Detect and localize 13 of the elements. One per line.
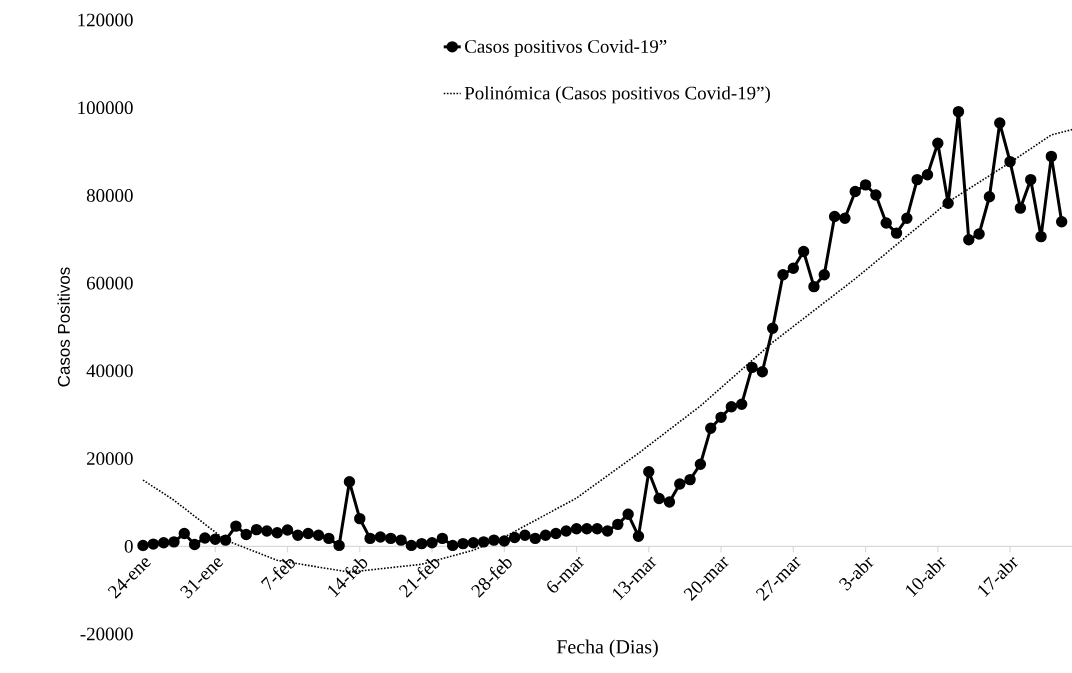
y-tick-label: 100000 xyxy=(78,101,133,115)
y-tick-label: 0 xyxy=(124,539,133,553)
y-tick-label: 40000 xyxy=(86,364,133,378)
y-tick-label: -20000 xyxy=(80,627,133,641)
x-axis-title: Fecha (Dias) xyxy=(556,639,658,658)
y-tick-label: 20000 xyxy=(86,452,133,465)
y-tick-label: 120000 xyxy=(78,13,133,27)
y-tick-label: 60000 xyxy=(86,276,133,290)
y-tick-label: 80000 xyxy=(86,189,133,202)
legend-label: Polinómica (Casos positivos Covid-19”) xyxy=(464,86,770,104)
legend-label: Casos positivos Covid-19” xyxy=(465,39,667,57)
x-tick-label: 7-feb xyxy=(260,558,295,591)
y-axis-title: Casos Positivos xyxy=(57,267,70,387)
